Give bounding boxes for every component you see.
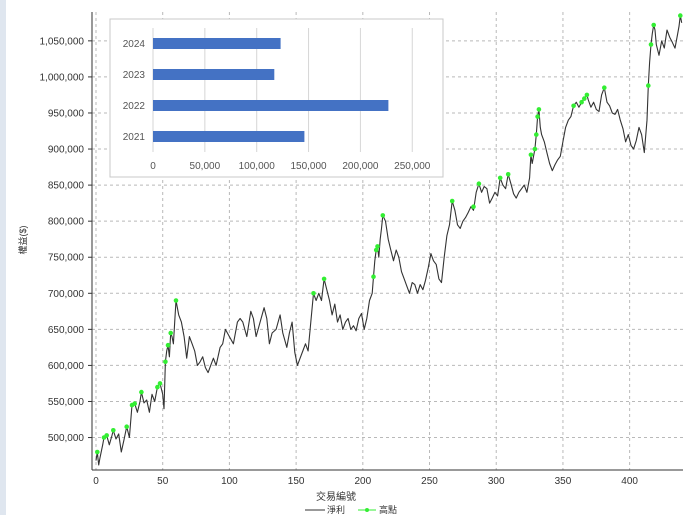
- y-tick-label: 850,000: [48, 181, 85, 192]
- y-tick-label: 700,000: [48, 289, 85, 300]
- high-point-marker: [651, 22, 656, 28]
- inset-x-tick-label: 200,000: [342, 161, 379, 172]
- high-point-marker: [173, 298, 179, 303]
- inset-bars: [153, 38, 389, 142]
- high-point-marker: [646, 83, 651, 88]
- high-point-marker: [321, 276, 327, 282]
- high-point-marker: [497, 175, 503, 181]
- high-point-marker: [157, 381, 163, 386]
- inset-bar-2024: [153, 38, 281, 49]
- high-point-marker: [111, 428, 116, 433]
- high-point-marker: [155, 384, 160, 390]
- y-tick-label: 550,000: [48, 397, 85, 408]
- high-point-marker: [528, 152, 534, 158]
- legend: 淨利 高點: [305, 504, 397, 515]
- high-point-marker: [536, 107, 542, 112]
- high-point-marker: [678, 13, 683, 18]
- x-tick-label: 200: [354, 476, 371, 487]
- y-tick-label: 650,000: [48, 325, 85, 336]
- y-tick-label: 1,050,000: [40, 36, 85, 47]
- x-axis-label: 交易編號: [316, 490, 356, 503]
- high-point-marker: [95, 449, 100, 455]
- y-tick-label: 950,000: [48, 108, 85, 119]
- inset-x-tick-label: 0: [150, 161, 156, 172]
- x-tick-label: 300: [488, 476, 505, 487]
- x-tick-label: 350: [555, 476, 572, 487]
- high-points-series: [95, 13, 683, 455]
- y-tick-label: 1,000,000: [40, 72, 85, 83]
- high-point-marker: [505, 172, 511, 177]
- high-point-marker: [579, 99, 584, 105]
- inset-bar-2021: [153, 131, 305, 142]
- high-point-marker: [648, 42, 654, 47]
- inset-category-label: 2023: [123, 70, 146, 81]
- equity-line: [95, 15, 683, 466]
- high-point-marker: [163, 359, 168, 365]
- inset-x-tick-labels: 0 50,000 100,000 150,000 200,000 250,000: [150, 161, 431, 172]
- inset-category-label: 2022: [123, 101, 146, 112]
- main-chart-grid: [88, 12, 683, 470]
- x-tick-label: 400: [621, 476, 638, 487]
- high-point-marker: [168, 330, 173, 336]
- high-point-marker: [471, 204, 476, 209]
- x-axis-tick-labels: 0 50 100 150 200 250 300 350 400: [93, 476, 638, 487]
- high-point-marker: [582, 96, 587, 101]
- high-point-marker: [532, 146, 538, 152]
- high-point-marker: [375, 244, 380, 249]
- legend-entry-high: 高點: [379, 504, 397, 515]
- x-tick-label: 50: [157, 476, 169, 487]
- x-tick-label: 0: [93, 476, 99, 487]
- high-point-marker: [104, 433, 109, 438]
- y-tick-label: 750,000: [48, 253, 85, 264]
- x-tick-label: 150: [288, 476, 305, 487]
- high-point-marker: [373, 247, 379, 253]
- inset-x-tick-label: 150,000: [290, 161, 327, 172]
- high-point-marker: [165, 342, 171, 348]
- inset-bar-2022: [153, 100, 389, 111]
- high-point-marker: [449, 198, 455, 204]
- legend-entry-net: 淨利: [327, 504, 345, 515]
- high-point-marker: [124, 424, 129, 430]
- x-tick-label: 100: [221, 476, 238, 487]
- inset-bar-chart: 2024 2023 2022 2021 0 50,000 100,000 150,000 20…: [109, 18, 444, 178]
- legend-high-swatch-dot: [365, 508, 369, 512]
- high-point-marker: [139, 389, 144, 395]
- inset-x-tick-label: 100,000: [239, 161, 276, 172]
- y-axis-label: 權益($): [17, 225, 28, 254]
- high-point-marker: [380, 213, 386, 218]
- inset-category-labels: 2024 2023 2022 2021: [123, 39, 146, 143]
- inset-x-tick-label: 50,000: [190, 161, 221, 172]
- equity-series: [95, 15, 683, 466]
- high-point-marker: [535, 114, 540, 119]
- inset-x-tick-label: 250,000: [394, 161, 431, 172]
- x-tick-label: 250: [421, 476, 438, 487]
- y-tick-label: 800,000: [48, 217, 85, 228]
- y-tick-label: 500,000: [48, 433, 85, 444]
- y-tick-label: 600,000: [48, 361, 85, 372]
- y-axis-tick-labels: 500,000 550,000 600,000 650,000 700,000 750,0…: [40, 36, 85, 444]
- high-point-marker: [476, 181, 482, 186]
- inset-category-label: 2021: [123, 132, 146, 143]
- inset-bar-2023: [153, 69, 275, 80]
- high-point-marker: [602, 85, 607, 90]
- high-point-marker: [371, 274, 376, 280]
- high-point-marker: [534, 132, 539, 137]
- high-point-marker: [584, 92, 590, 98]
- inset-category-label: 2024: [123, 39, 146, 50]
- high-point-marker: [132, 401, 137, 406]
- high-point-marker: [571, 103, 576, 109]
- high-point-marker: [311, 291, 316, 296]
- y-tick-label: 900,000: [48, 145, 85, 156]
